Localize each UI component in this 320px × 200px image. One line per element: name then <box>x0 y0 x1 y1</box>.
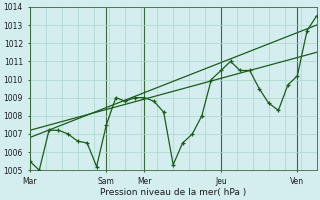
X-axis label: Pression niveau de la mer( hPa ): Pression niveau de la mer( hPa ) <box>100 188 246 197</box>
